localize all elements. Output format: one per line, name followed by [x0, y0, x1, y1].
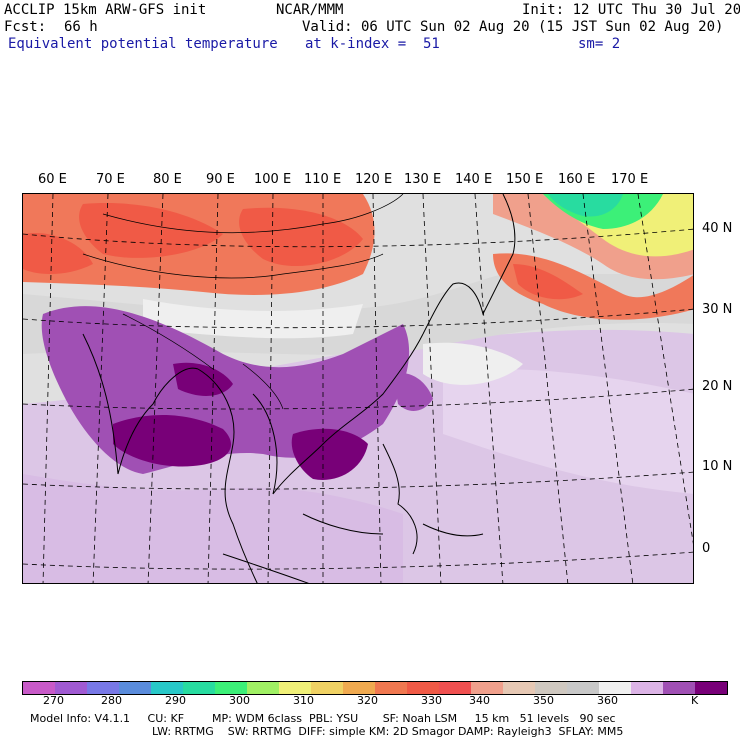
bay-of-bengal-core: [113, 414, 232, 467]
colorbar-label-280: 280: [101, 694, 122, 707]
model-info-line-1: Model Info: V4.1.1 CU: KF MP: WDM 6class…: [30, 712, 616, 725]
smoothing-label: sm= 2: [578, 36, 621, 52]
colorbar-swatch: [87, 682, 119, 694]
lon-label-120e: 120 E: [355, 172, 393, 187]
colorbar-swatch: [663, 682, 695, 694]
init-time: Init: 12 UTC Thu 30 Jul 20: [522, 2, 740, 18]
colorbar-label-300: 300: [229, 694, 250, 707]
colorbar-swatch: [119, 682, 151, 694]
colorbar-unit: K: [691, 694, 699, 707]
lat-label-40n: 40 N: [702, 221, 733, 236]
south-china-sea-core: [291, 428, 368, 480]
colorbar-swatch: [439, 682, 471, 694]
lon-label-70e: 70 E: [96, 172, 125, 187]
lat-label-10n: 10 N: [702, 459, 733, 474]
colorbar-label-350: 350: [533, 694, 554, 707]
lat-label-20n: 20 N: [702, 379, 733, 394]
colorbar-label-360: 360: [597, 694, 618, 707]
colorbar-swatch: [311, 682, 343, 694]
colorbar-label-310: 310: [293, 694, 314, 707]
colorbar-swatch: [631, 682, 663, 694]
country-borders: [82, 194, 404, 410]
colorbar-swatch: [55, 682, 87, 694]
colorbar-label-270: 270: [43, 694, 64, 707]
colorbar-swatch: [599, 682, 631, 694]
northeast-teal-core: [548, 194, 623, 217]
lon-label-60e: 60 E: [38, 172, 67, 187]
valid-time: Valid: 06 UTC Sun 02 Aug 20 (15 JST Sun …: [302, 19, 724, 35]
north-red-patch-2: [239, 207, 363, 267]
colorbar-swatch: [407, 682, 439, 694]
forecast-hours: 66 h: [64, 19, 98, 35]
colorbar-swatch: [535, 682, 567, 694]
colorbar-swatch: [215, 682, 247, 694]
colorbar-swatch: [567, 682, 599, 694]
colorbar-swatch: [151, 682, 183, 694]
bangladesh-core: [173, 362, 233, 396]
colorbar-swatch: [247, 682, 279, 694]
lon-label-80e: 80 E: [153, 172, 182, 187]
lon-label-150e: 150 E: [506, 172, 544, 187]
colorbar-swatch: [503, 682, 535, 694]
colorbar-label-340: 340: [469, 694, 490, 707]
colorbar-swatch: [279, 682, 311, 694]
model-info-line-2: LW: RRTMG SW: RRTMG DIFF: simple KM: 2D …: [152, 725, 624, 738]
colorbar-label-320: 320: [357, 694, 378, 707]
map-field-svg: [23, 194, 693, 583]
southern-lilac-zone: [23, 474, 403, 583]
pale-band-tibet: [143, 299, 363, 339]
field-name: Equivalent potential temperature: [8, 36, 278, 52]
colorbar-label-290: 290: [165, 694, 186, 707]
colorbar: [22, 681, 728, 695]
north-red-patch-3: [23, 233, 93, 274]
lon-label-170e: 170 E: [611, 172, 649, 187]
pacific-lavender-region: [443, 369, 693, 494]
lon-label-100e: 100 E: [254, 172, 292, 187]
colorbar-swatch: [183, 682, 215, 694]
organization-label: NCAR/MMM: [276, 2, 344, 18]
lon-label-130e: 130 E: [404, 172, 442, 187]
north-red-patch-1: [79, 203, 223, 258]
colorbar-swatch: [695, 682, 727, 694]
model-title: ACCLIP 15km ARW-GFS init: [4, 2, 207, 18]
pale-patch-east: [423, 342, 523, 385]
graticule: [23, 194, 693, 583]
forecast-label: Fcst:: [4, 19, 47, 35]
lon-label-90e: 90 E: [206, 172, 235, 187]
lat-label-0: 0: [702, 541, 711, 556]
lat-label-30n: 30 N: [702, 302, 733, 317]
northeast-orange-zone: [493, 253, 693, 320]
colorbar-label-330: 330: [421, 694, 442, 707]
typhoon-purple-spiral: [393, 373, 433, 411]
lon-label-110e: 110 E: [304, 172, 342, 187]
lon-label-160e: 160 E: [558, 172, 596, 187]
northeast-red-patch: [513, 264, 583, 300]
lon-label-140e: 140 E: [455, 172, 493, 187]
theta-e-map: [22, 193, 694, 584]
level-label: at k-index = 51: [305, 36, 440, 52]
colorbar-swatch: [375, 682, 407, 694]
colorbar-swatch: [471, 682, 503, 694]
colorbar-swatch: [343, 682, 375, 694]
colorbar-swatch: [23, 682, 55, 694]
